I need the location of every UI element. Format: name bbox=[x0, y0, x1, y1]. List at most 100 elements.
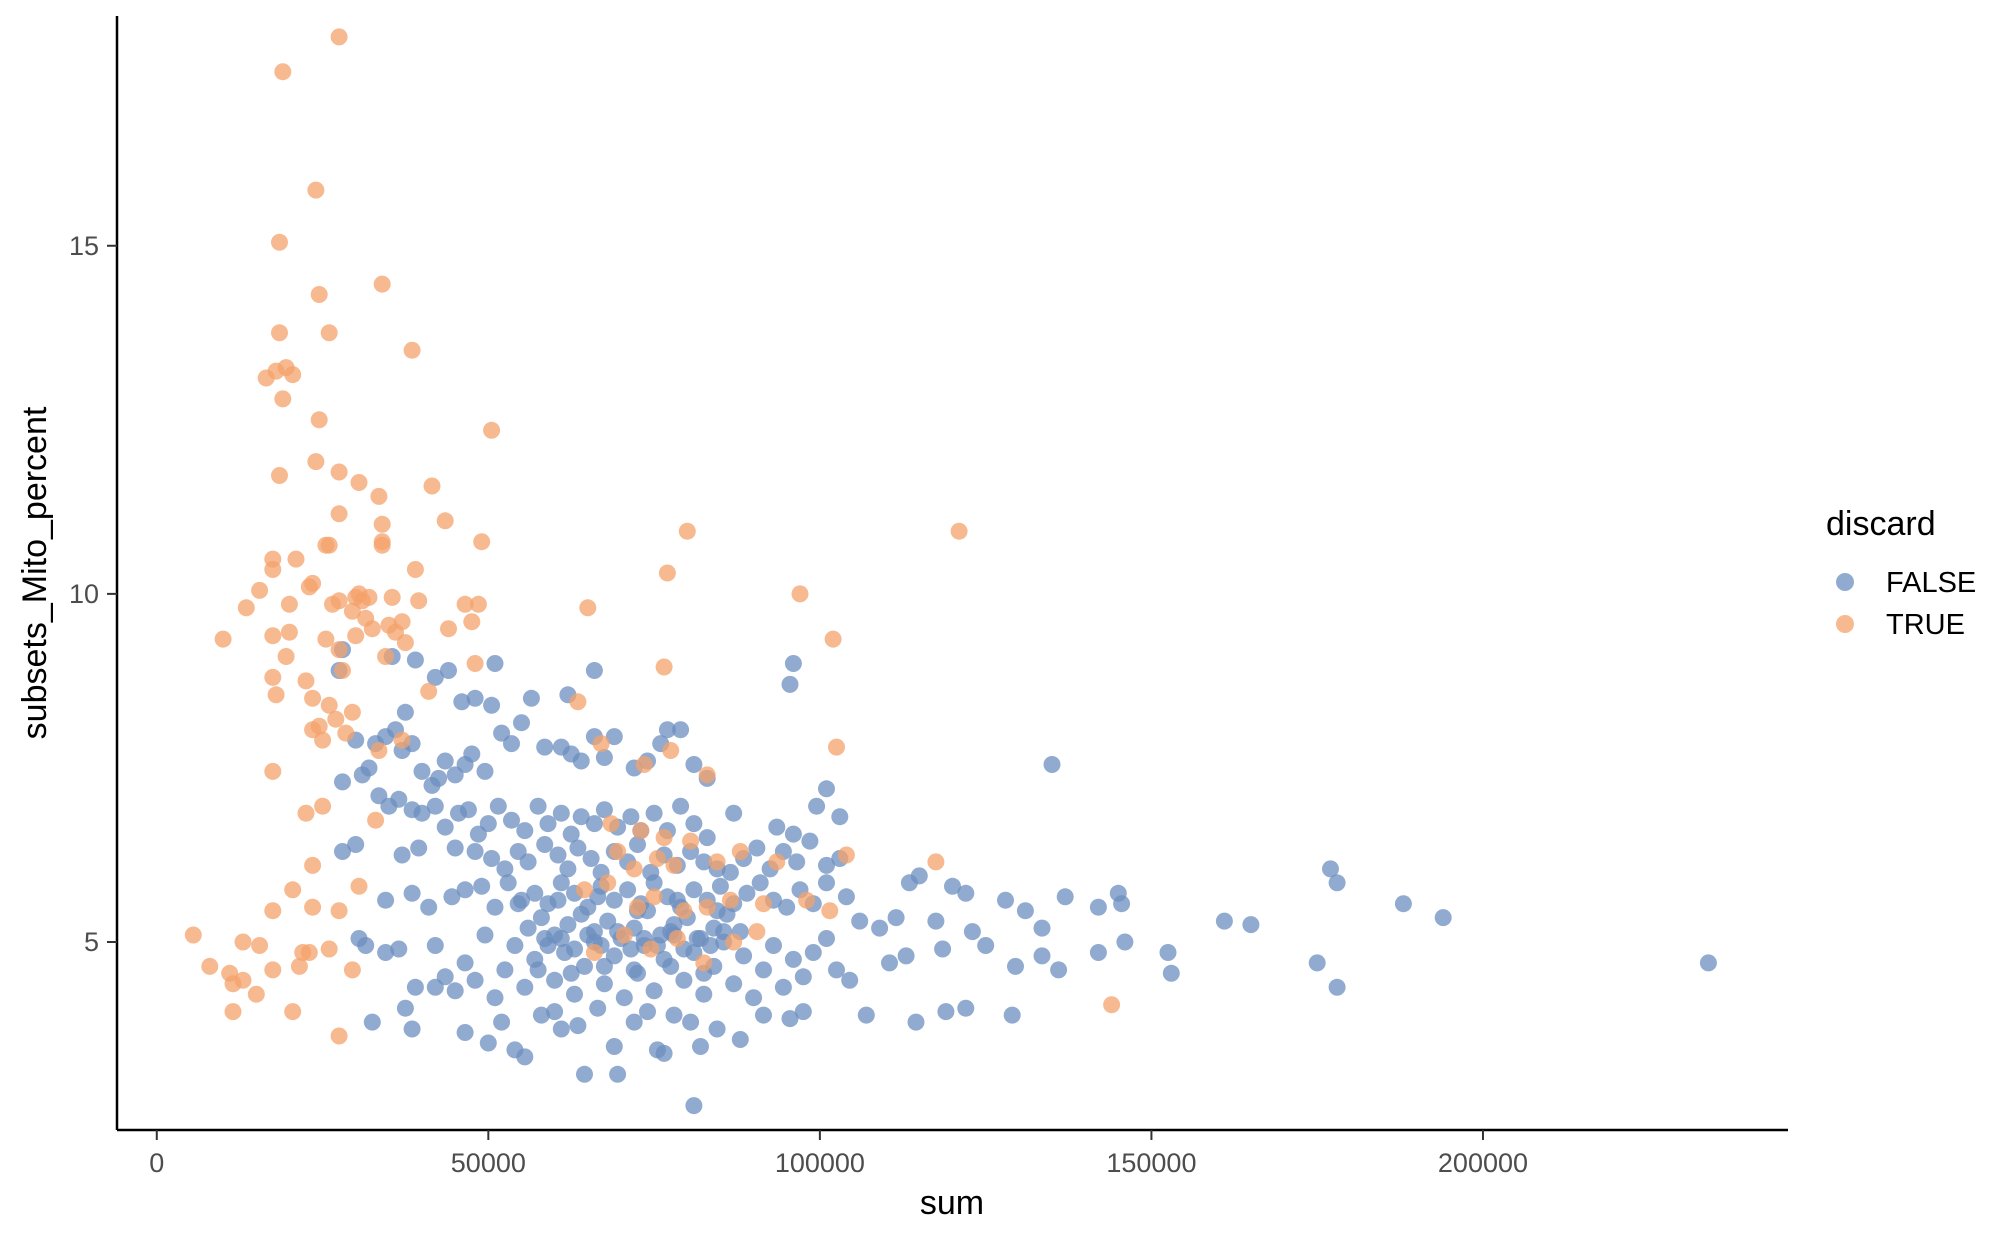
data-point-false bbox=[493, 1013, 511, 1031]
data-point-true bbox=[314, 731, 332, 749]
data-point-false bbox=[576, 957, 593, 975]
data-point-false bbox=[357, 937, 375, 954]
data-point-false bbox=[403, 884, 421, 902]
legend: discard FALSE TRUE bbox=[1826, 505, 1976, 641]
data-point-false bbox=[516, 822, 534, 840]
data-point-false bbox=[595, 749, 613, 766]
data-point-false bbox=[595, 801, 613, 819]
data-point-true bbox=[343, 602, 361, 620]
data-point-false bbox=[486, 989, 504, 1007]
data-point-false bbox=[1699, 954, 1717, 972]
data-point-false bbox=[334, 843, 351, 860]
data-point-false bbox=[1242, 916, 1260, 934]
data-point-true bbox=[592, 735, 610, 753]
data-point-false bbox=[443, 888, 461, 906]
data-point-false bbox=[473, 877, 491, 895]
data-point-false bbox=[353, 766, 371, 784]
data-point-false bbox=[837, 888, 855, 906]
data-point-true bbox=[629, 898, 646, 916]
data-point-false bbox=[801, 832, 819, 850]
data-point-false bbox=[957, 884, 975, 902]
data-point-false bbox=[532, 909, 550, 927]
data-point-false bbox=[413, 804, 431, 822]
data-point-true bbox=[658, 564, 676, 582]
data-point-true bbox=[655, 658, 673, 676]
data-point-false bbox=[605, 891, 623, 909]
data-point-true bbox=[271, 233, 288, 251]
data-point-false bbox=[585, 662, 603, 679]
data-point-true bbox=[748, 923, 766, 941]
data-point-true bbox=[271, 467, 288, 484]
data-point-true bbox=[665, 856, 683, 874]
data-point-false bbox=[536, 738, 554, 756]
data-point-false bbox=[436, 752, 454, 770]
data-point-true bbox=[290, 957, 308, 975]
data-point-false bbox=[725, 804, 743, 822]
data-point-true bbox=[367, 811, 385, 829]
data-point-false bbox=[629, 964, 646, 982]
data-point-false bbox=[519, 853, 537, 871]
data-point-true bbox=[234, 933, 252, 951]
data-point-true bbox=[585, 944, 603, 961]
data-point-false bbox=[871, 919, 889, 937]
data-point-true bbox=[280, 595, 298, 613]
data-point-true bbox=[383, 588, 401, 606]
data-point-true bbox=[698, 898, 716, 916]
data-point-false bbox=[566, 940, 583, 958]
data-point-true bbox=[330, 463, 348, 481]
data-point-false bbox=[513, 714, 530, 732]
data-point-true bbox=[271, 324, 288, 342]
data-point-true bbox=[343, 961, 361, 979]
data-point-true bbox=[350, 474, 368, 491]
x-tick-label: 150000 bbox=[1106, 1148, 1196, 1178]
data-point-true bbox=[406, 561, 424, 578]
y-tick-label: 15 bbox=[69, 231, 99, 261]
data-point-false bbox=[595, 975, 613, 993]
data-point-false bbox=[672, 797, 690, 815]
data-point-false bbox=[841, 971, 859, 989]
data-point-true bbox=[828, 738, 845, 756]
data-point-true bbox=[264, 961, 282, 979]
data-point-false bbox=[781, 1010, 799, 1028]
data-point-true bbox=[463, 613, 481, 631]
data-point-false bbox=[420, 898, 438, 916]
data-point-true bbox=[755, 895, 772, 913]
data-point-false bbox=[818, 856, 835, 874]
data-point-false bbox=[479, 815, 497, 833]
data-point-false bbox=[1089, 944, 1107, 961]
data-point-false bbox=[390, 940, 408, 958]
data-point-true bbox=[304, 689, 322, 707]
data-point-false bbox=[662, 957, 680, 975]
data-point-true bbox=[330, 28, 348, 46]
data-point-false bbox=[755, 961, 772, 979]
data-point-false bbox=[804, 944, 822, 961]
data-point-false bbox=[413, 762, 431, 780]
data-point-false bbox=[778, 898, 796, 916]
data-point-false bbox=[645, 804, 663, 822]
data-point-true bbox=[377, 648, 395, 665]
data-point-false bbox=[1308, 954, 1326, 972]
data-point-false bbox=[1159, 944, 1177, 961]
data-point-true bbox=[708, 853, 726, 871]
data-point-false bbox=[629, 836, 646, 853]
data-point-true bbox=[423, 477, 441, 495]
data-point-false bbox=[589, 999, 607, 1017]
data-point-false bbox=[977, 937, 995, 954]
data-point-false bbox=[897, 947, 915, 965]
data-point-false bbox=[828, 961, 845, 979]
data-point-false bbox=[698, 829, 716, 847]
data-point-false bbox=[685, 756, 703, 773]
data-point-false bbox=[377, 891, 395, 909]
data-point-true bbox=[330, 505, 348, 523]
data-point-false bbox=[711, 877, 729, 895]
data-point-false bbox=[1162, 964, 1180, 982]
data-point-false bbox=[572, 752, 590, 770]
data-point-false bbox=[625, 1013, 643, 1031]
data-point-false bbox=[459, 801, 477, 819]
legend-label-true: TRUE bbox=[1886, 609, 1965, 641]
x-axis-ticks: 0 50000 100000 150000 200000 bbox=[149, 1130, 1528, 1178]
data-point-true bbox=[370, 487, 388, 505]
data-point-false bbox=[582, 850, 600, 867]
data-point-true bbox=[304, 898, 322, 916]
data-point-false bbox=[1056, 888, 1074, 906]
